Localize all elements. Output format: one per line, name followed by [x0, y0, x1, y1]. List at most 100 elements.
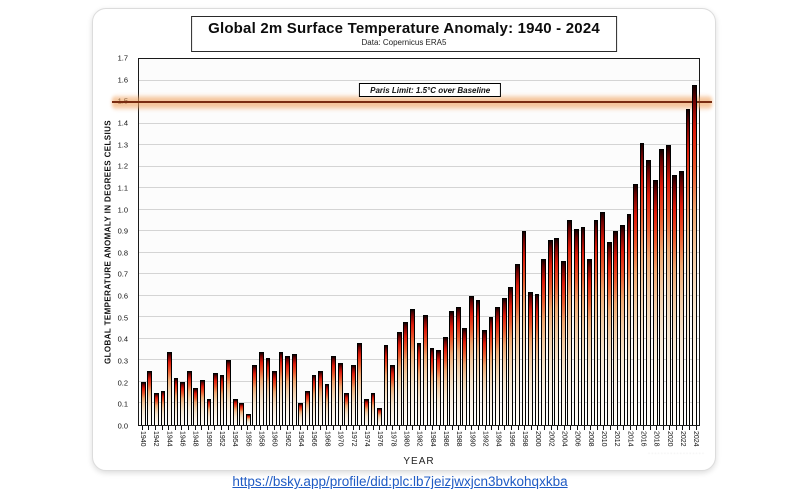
bar-1966	[311, 375, 317, 425]
x-tick-slot	[264, 426, 271, 431]
x-tick-label: 1958	[257, 431, 265, 447]
x-tick-label: 1990	[468, 431, 476, 447]
x-tick-slot	[324, 426, 331, 431]
x-label-slot: 2008	[587, 431, 594, 457]
x-tick-label: 2008	[586, 431, 594, 447]
x-label-slot: 1986	[442, 431, 449, 457]
x-tick-slot	[291, 426, 298, 431]
bar-slot	[455, 59, 462, 425]
bar-2023	[685, 108, 691, 425]
chart-title-box: Global 2m Surface Temperature Anomaly: 1…	[191, 16, 617, 52]
x-tick	[339, 426, 341, 430]
x-tick-slot	[488, 426, 495, 431]
x-tick-slot	[601, 426, 608, 431]
x-tick-label: 1988	[455, 431, 463, 447]
bar-slot	[324, 59, 331, 425]
x-tick	[517, 426, 519, 430]
x-tick-slot	[660, 426, 667, 431]
bar-slot	[232, 59, 239, 425]
bar-2011	[606, 242, 612, 425]
x-tick	[201, 426, 203, 430]
x-tick-label: 1964	[297, 431, 305, 447]
bar-slot	[422, 59, 429, 425]
x-tick-slot	[548, 426, 555, 431]
x-tick-label: 1940	[139, 431, 146, 447]
x-tick-slot	[310, 426, 317, 431]
bar-slot	[396, 59, 403, 425]
bar-1957	[252, 364, 258, 425]
bar-slot	[639, 59, 646, 425]
y-tick-label: 0.1	[117, 399, 128, 409]
bar-1961	[278, 351, 284, 425]
x-tick	[431, 426, 433, 430]
x-label-slot: 2000	[534, 431, 541, 457]
bar-1975	[370, 392, 376, 425]
bar-1963	[291, 353, 297, 425]
bar-slot	[435, 59, 442, 425]
bar-2006	[574, 229, 579, 425]
x-tick	[451, 426, 453, 430]
bar-slot	[238, 59, 245, 425]
bar-1993	[488, 317, 494, 425]
bar-slot	[252, 59, 259, 425]
x-label-slot: 1992	[481, 431, 488, 457]
bar-2007	[580, 226, 586, 425]
x-tick-label: 1944	[165, 431, 173, 447]
bar-slot	[160, 59, 167, 425]
x-tick-slot	[502, 426, 509, 431]
x-tick	[557, 426, 559, 430]
x-tick-slot	[574, 426, 581, 431]
bar-1951	[213, 373, 218, 425]
x-tick-label: 1974	[362, 431, 370, 447]
gridline	[139, 187, 699, 189]
x-tick-slot	[238, 426, 245, 431]
bar-slot	[665, 59, 672, 425]
bar-slot	[383, 59, 390, 425]
bar-2000	[534, 293, 540, 425]
x-label-slot: 1942	[152, 431, 159, 457]
bar-2017	[646, 160, 651, 425]
x-label-slot: 2022	[679, 431, 686, 457]
x-tick-label: 1970	[336, 431, 344, 447]
bar-slot	[534, 59, 541, 425]
x-tick-slot	[693, 426, 700, 431]
paris-limit-line	[112, 101, 712, 104]
x-tick-label: 1984	[428, 431, 436, 447]
x-tick-label: 2020	[665, 431, 673, 447]
gridline	[139, 208, 699, 210]
x-tick	[590, 426, 592, 430]
x-tick-label: 2022	[679, 431, 687, 447]
x-tick-slot	[429, 426, 436, 431]
x-tick-slot	[456, 426, 463, 431]
x-tick-label: 1968	[323, 431, 331, 447]
bar-slot	[350, 59, 357, 425]
x-tick-slot	[396, 426, 403, 431]
bar-1976	[377, 407, 382, 425]
x-tick-slot	[620, 426, 627, 431]
bar-1984	[429, 347, 435, 425]
bsky-profile-link[interactable]: https://bsky.app/profile/did:plc:lb7jeiz…	[232, 474, 568, 489]
x-tick-slot	[475, 426, 482, 431]
x-label-slot: 1952	[218, 431, 225, 457]
x-tick-slot	[383, 426, 390, 431]
x-tick-slot	[627, 426, 634, 431]
x-axis-title: YEAR	[403, 456, 435, 467]
x-label-slot: 1984	[429, 431, 436, 457]
bar-1988	[455, 306, 461, 425]
x-tick	[544, 426, 546, 430]
x-tick	[583, 426, 585, 430]
x-tick-label: 1994	[494, 431, 502, 447]
x-tick-slot	[640, 426, 647, 431]
x-tick	[267, 426, 269, 430]
x-tick	[372, 426, 374, 430]
x-tick-label: 2000	[534, 431, 542, 447]
y-tick-label: 0.6	[117, 291, 128, 301]
bar-1946	[180, 381, 186, 425]
x-tick-label: 2002	[547, 431, 555, 447]
x-tick-slot	[231, 426, 238, 431]
bar-slot	[547, 59, 554, 425]
bar-slot	[691, 59, 698, 425]
x-tick	[365, 426, 367, 430]
x-label-slot: 2024	[692, 431, 699, 457]
gridline	[139, 144, 699, 146]
